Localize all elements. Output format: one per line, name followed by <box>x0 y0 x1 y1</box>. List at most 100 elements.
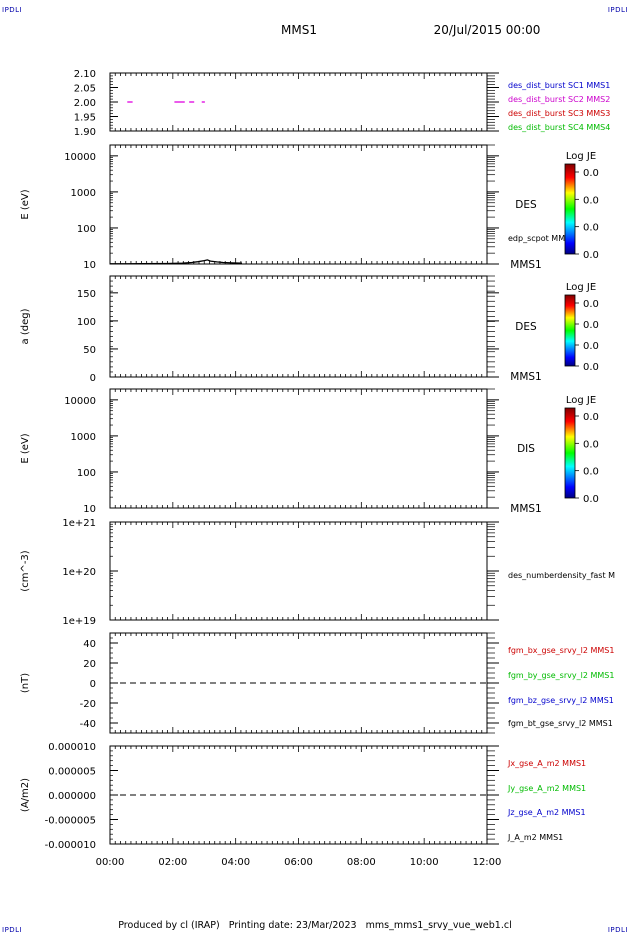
y-tick-label: 0.000010 <box>48 742 96 753</box>
legend-entry: Jz_gse_A_m2 MMS1 <box>507 808 586 817</box>
y-tick-label: 2.10 <box>74 69 96 80</box>
plot-datetime: 20/Jul/2015 00:00 <box>434 23 541 37</box>
legend-entry: des_dist_burst SC1 MMS1 <box>508 81 610 90</box>
mission-sublabel: MMS1 <box>510 371 541 383</box>
x-tick-label: 02:00 <box>158 857 187 868</box>
x-tick-label: 06:00 <box>284 857 313 868</box>
y-axis-label: a (deg) <box>20 308 31 344</box>
colorbar-tick-label: 0.0 <box>583 320 599 331</box>
y-tick-label: -0.000005 <box>45 816 96 827</box>
panel-dis-energy: 10000 1000 100 10 E (eV) DIS MMS1 Log JE 0.0 0.0 0… <box>20 388 599 515</box>
x-tick-label: 00:00 <box>96 857 125 868</box>
y-tick-label: 50 <box>83 345 96 356</box>
species-label: DES <box>515 321 537 333</box>
colorbar-tick-label: 0.0 <box>583 223 599 234</box>
colorbar-tick-label: 0.0 <box>583 412 599 423</box>
y-tick-label: 10000 <box>64 396 96 407</box>
time-axis: 00:00 02:00 04:00 06:00 08:00 10:00 12:00 <box>96 857 502 868</box>
colorbar: Log JE 0.0 0.0 0.0 0.0 <box>564 395 599 505</box>
corner-mark-top-right: IPDLI <box>608 6 628 14</box>
colorbar-gradient <box>564 163 576 255</box>
y-axis-label: E (eV) <box>20 433 31 463</box>
legend-entry: fgm_bz_gse_srvy_l2 MMS1 <box>508 696 614 705</box>
y-tick-label: 0.000000 <box>48 791 96 802</box>
colorbar-tick-label: 0.0 <box>583 168 599 179</box>
y-tick-label: 1000 <box>71 432 96 443</box>
y-tick-label: 40 <box>83 639 96 650</box>
y-tick-label: -40 <box>80 719 96 730</box>
colorbar-gradient <box>564 407 576 499</box>
legend-entry: fgm_bt_gse_srvy_l2 MMS1 <box>508 719 613 728</box>
y-tick-label: 2.05 <box>74 84 96 95</box>
colorbar-tick-label: 0.0 <box>583 250 599 261</box>
corner-mark-top-left: IPDLI <box>2 6 22 14</box>
x-tick-label: 10:00 <box>410 857 439 868</box>
colorbar-tick-label: 0.0 <box>583 362 599 373</box>
y-tick-label: 10000 <box>64 152 96 163</box>
legend-entry: des_dist_burst SC4 MMS4 <box>508 123 610 132</box>
panel-frame <box>109 388 488 509</box>
panel-des-energy: 10000 1000 100 10 E (eV) DES MMS1 edp_scpot MMS… <box>20 144 599 271</box>
panel-current: 0.000010 0.000005 0.000000 -0.000005 -0.0000… <box>20 742 586 851</box>
panel-frame <box>109 521 488 621</box>
legend-entry: des_dist_burst SC2 MMS2 <box>508 95 610 104</box>
x-tick-label: 08:00 <box>347 857 376 868</box>
y-tick-label: 1000 <box>71 188 96 199</box>
colorbar-tick-label: 0.0 <box>583 439 599 450</box>
y-tick-label: 20 <box>83 659 96 670</box>
corner-mark-bottom-left: IPDLI <box>2 926 22 934</box>
panel-burst: 2.10 2.05 2.00 1.95 1.90 des_dist_burst SC1 M… <box>74 69 611 138</box>
species-label: DES <box>515 199 537 211</box>
panels: 2.10 2.05 2.00 1.95 1.90 des_dist_burst SC1 M… <box>20 69 615 851</box>
y-tick-label: 150 <box>77 289 96 300</box>
panel-frame <box>109 144 488 265</box>
colorbar-tick-label: 0.0 <box>583 299 599 310</box>
y-tick-label: 100 <box>77 468 96 479</box>
legend-entry: des_dist_burst SC3 MMS3 <box>508 109 610 118</box>
y-tick-label: 10 <box>83 260 96 271</box>
y-tick-label: 0 <box>90 373 96 384</box>
colorbar-tick-label: 0.0 <box>583 341 599 352</box>
legend-entry: Jy_gse_A_m2 MMS1 <box>507 784 586 793</box>
colorbar: Log JE 0.0 0.0 0.0 0.0 <box>564 151 599 261</box>
y-tick-label: 100 <box>77 317 96 328</box>
y-tick-label: 0 <box>90 679 96 690</box>
panel-bfield: 40 20 0 -20 -40 (nT) fgm_bx_gse_srvy_l2 MMS1 fg… <box>20 632 614 734</box>
legend-entry: fgm_by_gse_srvy_l2 MMS1 <box>508 671 614 680</box>
legend-entry: des_numberdensity_fast M <box>508 571 615 580</box>
colorbar-tick-label: 0.0 <box>583 195 599 206</box>
colorbar-gradient <box>564 294 576 367</box>
mission-sublabel: MMS1 <box>510 503 541 515</box>
y-tick-label: 1.95 <box>74 113 96 124</box>
colorbar-title: Log JE <box>566 395 596 406</box>
x-tick-label: 12:00 <box>473 857 502 868</box>
trace-label: edp_scpot MMS1 <box>508 234 575 243</box>
y-tick-label: 0.000005 <box>48 767 96 778</box>
x-tick-label: 04:00 <box>221 857 250 868</box>
colorbar: Log JE 0.0 0.0 0.0 0.0 <box>564 282 599 373</box>
species-label: DIS <box>517 443 535 455</box>
panel-des-pitch: 150 100 50 0 a (deg) DES MMS1 Log JE 0.0 0.0 0.0 0.… <box>20 275 599 384</box>
legend-entry: fgm_bx_gse_srvy_l2 MMS1 <box>508 646 614 655</box>
colorbar-tick-label: 0.0 <box>583 467 599 478</box>
footer-credit: Produced by cl (IRAP) Printing date: 23/… <box>118 920 512 931</box>
y-tick-label: 1e+20 <box>62 567 96 578</box>
y-axis-label: (nT) <box>20 673 31 693</box>
colorbar-title: Log JE <box>566 282 596 293</box>
y-tick-label: 1e+19 <box>62 616 96 627</box>
y-tick-label: -0.000010 <box>45 840 96 851</box>
y-tick-label: 100 <box>77 224 96 235</box>
legend-entry: Jx_gse_A_m2 MMS1 <box>507 759 586 768</box>
y-tick-label: 10 <box>83 504 96 515</box>
corner-mark-bottom-right: IPDLI <box>608 926 628 934</box>
panel-frame <box>109 72 488 132</box>
y-tick-label: 1e+21 <box>62 518 96 529</box>
mission-title: MMS1 <box>281 23 317 37</box>
panel-frame <box>109 275 488 378</box>
y-tick-label: -20 <box>80 699 96 710</box>
colorbar-title: Log JE <box>566 151 596 162</box>
mission-sublabel: MMS1 <box>510 259 541 271</box>
colorbar-tick-label: 0.0 <box>583 494 599 505</box>
y-tick-label: 2.00 <box>74 98 96 109</box>
